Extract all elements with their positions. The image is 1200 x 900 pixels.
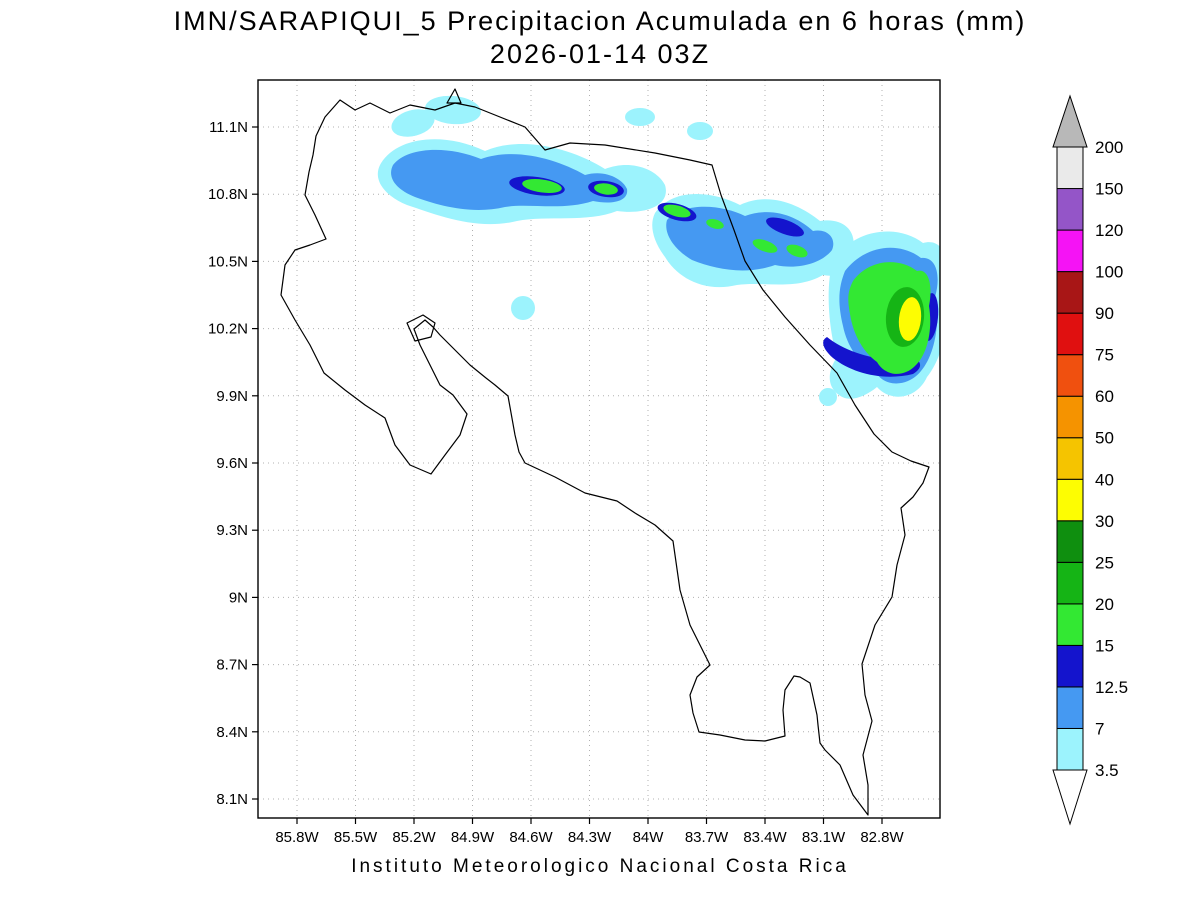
x-tick-label: 84.6W	[509, 829, 553, 846]
precip-area-7mm	[391, 149, 628, 210]
colorbar-level-label: 150	[1095, 180, 1123, 199]
y-tick-label: 10.8N	[208, 186, 248, 203]
colorbar-level-label: 60	[1095, 387, 1114, 406]
x-tick-label: 84.3W	[568, 829, 612, 846]
costa-rica-coastline	[280, 99, 930, 816]
colorbar-level-label: 100	[1095, 263, 1123, 282]
footer-credit: Instituto Meteorologico Nacional Costa R…	[351, 856, 849, 877]
colorbar-level-label: 90	[1095, 304, 1114, 323]
colorbar-segment	[1056, 312, 1084, 356]
colorbar-segment	[1056, 354, 1084, 397]
y-tick-label: 8.1N	[216, 791, 248, 808]
y-tick-label: 9.9N	[216, 388, 248, 405]
chira-island-outline	[406, 314, 436, 342]
colorbar-level-label: 75	[1095, 346, 1114, 365]
colorbar-segment	[1056, 561, 1084, 605]
y-tick-label: 9N	[229, 589, 248, 606]
colorbar-level-label: 50	[1095, 429, 1114, 448]
precip-area-15mm	[752, 239, 778, 253]
y-tick-label: 8.4N	[216, 724, 248, 741]
precip-area-15mm	[706, 219, 724, 229]
colorbar-level-label: 30	[1095, 512, 1114, 531]
y-tick-label: 11.1N	[209, 119, 248, 136]
colorbar-level-label: 3.5	[1095, 761, 1119, 780]
plot-frame	[257, 79, 941, 819]
colorbar-segment	[1056, 437, 1084, 480]
colorbar-segment	[1056, 188, 1084, 231]
x-tick-label: 83.1W	[802, 829, 846, 846]
precip-area-15mm	[786, 244, 808, 258]
colorbar-segment	[1056, 686, 1084, 729]
colorbar-level-label: 15	[1095, 636, 1114, 655]
colorbar-segment	[1056, 520, 1084, 563]
x-tick-label: 85.2W	[392, 829, 436, 846]
colorbar-level-label: 7	[1095, 719, 1104, 738]
title-line-1: IMN/SARAPIQUI_5 Precipitacion Acumulada …	[173, 6, 1027, 36]
colorbar: 3.5 7 12.5 15 20 25 30 40 50 60 75 90 100 120 150 200	[1052, 94, 1128, 826]
precip-area-12p5mm	[766, 217, 804, 237]
colorbar-level-label: 20	[1095, 595, 1114, 614]
colorbar-level-label: 40	[1095, 470, 1114, 489]
x-tick-label: 82.8W	[860, 829, 904, 846]
colorbar-lower-arrow	[1052, 769, 1088, 826]
y-tick-label: 8.7N	[216, 657, 248, 674]
x-tick-label: 83.4W	[743, 829, 787, 846]
precip-area-15mm	[522, 178, 562, 194]
x-tick-label: 84W	[633, 829, 665, 846]
y-tick-label: 9.6N	[216, 455, 248, 472]
precip-area-30mm	[898, 297, 922, 341]
precip-shading	[377, 95, 940, 406]
precip-area-3p5mm	[687, 122, 713, 140]
plot-title: IMN/SARAPIQUI_5 Precipitacion Acumulada …	[0, 6, 1200, 70]
y-tick-label: 10.5N	[208, 253, 248, 270]
precip-area-3p5mm	[625, 108, 655, 126]
precip-area-3p5mm	[391, 109, 435, 137]
colorbar-segment	[1056, 229, 1084, 273]
x-tick-label: 85.8W	[275, 829, 319, 846]
precip-area-15mm	[594, 183, 618, 195]
colorbar-segment	[1056, 727, 1084, 771]
colorbar-level-label: 12.5	[1095, 678, 1128, 697]
x-tick-label: 85.5W	[334, 829, 378, 846]
colorbar-segment	[1056, 644, 1084, 688]
colorbar-segment	[1056, 395, 1084, 439]
graticule-grid	[258, 80, 940, 818]
y-tick-label: 9.3N	[216, 522, 248, 539]
axis-ticks-and-labels: 85.8W 85.5W 85.2W 84.9W 84.6W 84.3W 84W 83.7W 83…	[208, 119, 905, 846]
lake-island-outline	[446, 88, 462, 104]
colorbar-segment	[1056, 603, 1084, 646]
colorbar-scale: 3.5 7 12.5 15 20 25 30 40 50 60 75 90 100 120 150 200	[1052, 94, 1128, 826]
basemap	[280, 88, 930, 816]
colorbar-segment	[1056, 146, 1084, 190]
colorbar-level-label: 120	[1095, 221, 1123, 240]
colorbar-segment	[1056, 478, 1084, 522]
colorbar-level-label: 200	[1095, 138, 1123, 157]
x-tick-label: 83.7W	[685, 829, 729, 846]
precip-area-15mm	[663, 204, 691, 218]
precip-area-3p5mm	[425, 95, 481, 125]
title-line-2: 2026-01-14 03Z	[489, 39, 711, 69]
colorbar-upper-arrow	[1052, 94, 1088, 148]
colorbar-segment	[1056, 271, 1084, 314]
colorbar-level-label: 25	[1095, 553, 1114, 572]
precip-area-3p5mm	[819, 388, 837, 406]
map-plot: 85.8W 85.5W 85.2W 84.9W 84.6W 84.3W 84W 83.7W 83…	[208, 79, 941, 846]
y-tick-label: 10.2N	[208, 321, 248, 338]
precip-area-3p5mm	[511, 296, 535, 320]
x-tick-label: 84.9W	[451, 829, 495, 846]
